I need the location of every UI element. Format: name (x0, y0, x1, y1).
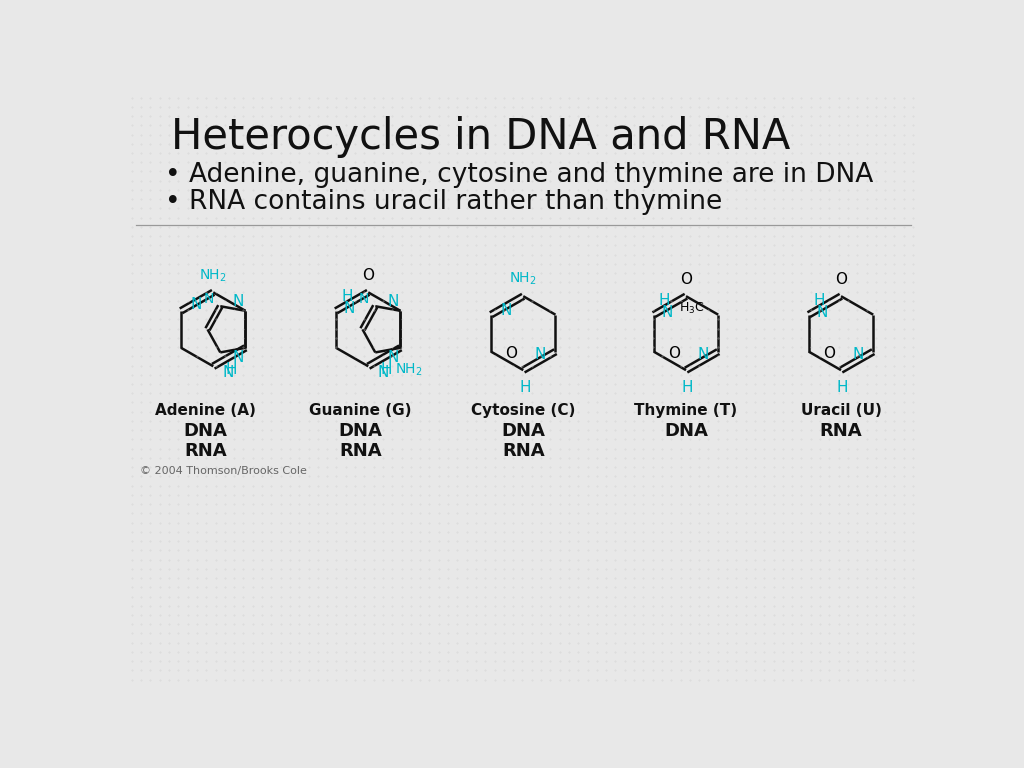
Text: N: N (232, 349, 244, 365)
Text: Guanine (G): Guanine (G) (309, 402, 412, 418)
Text: O: O (362, 268, 374, 283)
Text: N: N (358, 292, 369, 306)
Text: DNA: DNA (664, 422, 708, 440)
Text: H: H (519, 379, 530, 395)
Text: N: N (232, 294, 244, 309)
Text: O: O (668, 346, 680, 361)
Text: N: N (344, 301, 355, 316)
Text: H: H (837, 379, 848, 395)
Text: NH$_2$: NH$_2$ (200, 267, 227, 283)
Text: N: N (190, 297, 202, 312)
Text: Uracil (U): Uracil (U) (801, 402, 882, 418)
Text: N: N (535, 347, 546, 362)
Text: © 2004 Thomson/Brooks Cole: © 2004 Thomson/Brooks Cole (139, 465, 306, 475)
Text: DNA: DNA (339, 422, 382, 440)
Text: Adenine (A): Adenine (A) (155, 402, 256, 418)
Text: H$_3$C: H$_3$C (679, 301, 705, 316)
Text: • RNA contains uracil rather than thymine: • RNA contains uracil rather than thymin… (165, 189, 723, 215)
Text: RNA: RNA (339, 442, 382, 460)
Text: H: H (658, 293, 671, 308)
Text: H: H (814, 293, 825, 308)
Text: NH$_2$: NH$_2$ (395, 361, 423, 378)
Text: H: H (381, 362, 392, 377)
Text: RNA: RNA (819, 422, 862, 440)
Text: N: N (853, 347, 864, 362)
Text: O: O (822, 346, 835, 361)
Text: N: N (378, 365, 389, 380)
Text: N: N (387, 349, 399, 365)
Text: H: H (225, 362, 238, 377)
Text: N: N (204, 292, 214, 306)
Text: RNA: RNA (502, 442, 545, 460)
Text: Cytosine (C): Cytosine (C) (471, 402, 575, 418)
Text: N: N (697, 347, 709, 362)
Text: RNA: RNA (184, 442, 226, 460)
Text: Heterocycles in DNA and RNA: Heterocycles in DNA and RNA (171, 116, 790, 157)
Text: H: H (682, 379, 693, 395)
Text: N: N (222, 365, 233, 380)
Text: O: O (835, 272, 847, 286)
Text: N: N (816, 305, 828, 320)
Text: Thymine (T): Thymine (T) (635, 402, 737, 418)
Text: DNA: DNA (502, 422, 545, 440)
Text: O: O (680, 272, 692, 286)
Text: DNA: DNA (183, 422, 227, 440)
Text: • Adenine, guanine, cytosine and thymine are in DNA: • Adenine, guanine, cytosine and thymine… (165, 162, 873, 188)
Text: N: N (501, 303, 512, 318)
Text: H: H (341, 290, 352, 304)
Text: NH$_2$: NH$_2$ (509, 271, 537, 287)
Text: O: O (505, 346, 517, 361)
Text: N: N (387, 294, 399, 309)
Text: N: N (662, 305, 673, 320)
